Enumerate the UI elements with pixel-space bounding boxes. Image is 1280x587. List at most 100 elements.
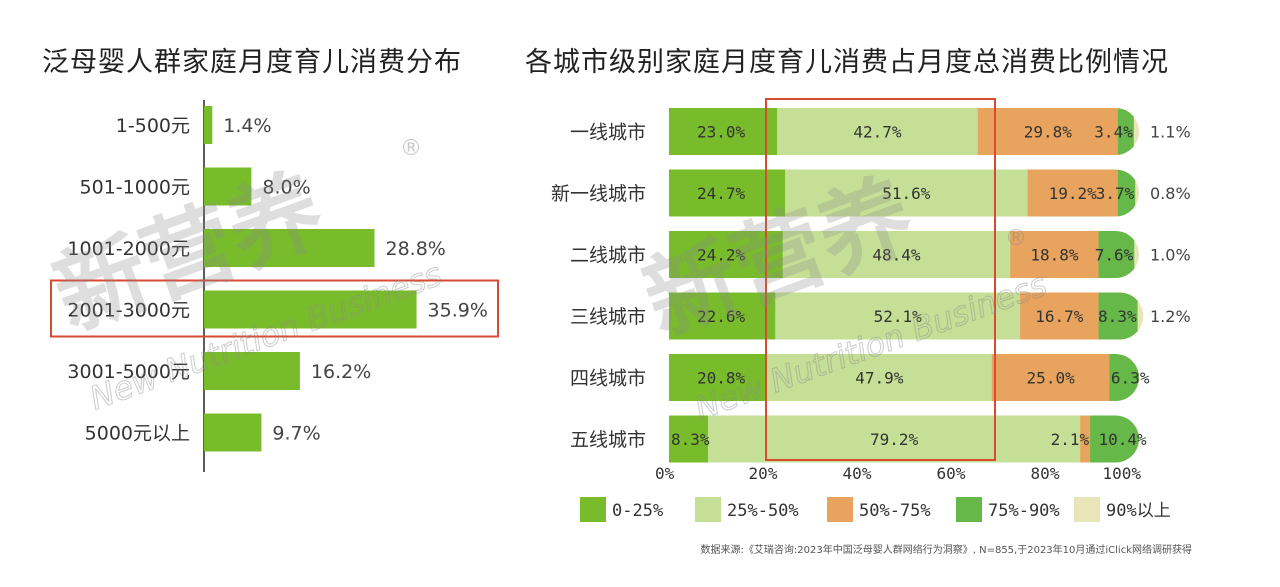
stacked-row — [669, 415, 1139, 463]
legend-label: 90%以上 — [1106, 501, 1171, 521]
segment-value-label: 47.9% — [855, 369, 904, 388]
stacked-segment — [1027, 169, 1119, 217]
legend-item: 90%以上 — [1074, 497, 1171, 522]
legend-swatch — [1074, 497, 1100, 522]
source-note: 数据来源:《艾瑞咨询:2023年中国泛母婴人群网络行为洞察》, N=855,于2… — [701, 543, 1192, 556]
stacked-segment — [1137, 292, 1144, 340]
x-tick-label: 60% — [937, 464, 966, 483]
stacked-segment — [669, 292, 776, 340]
stacked-segment — [1090, 415, 1139, 463]
left-value-label: 9.7% — [272, 423, 320, 445]
stacked-segment — [1080, 415, 1091, 463]
segment-value-label: 16.7% — [1035, 307, 1084, 326]
legend-swatch — [956, 497, 982, 522]
left-bar — [204, 229, 375, 267]
left-category-label: 3001-5000元 — [67, 361, 190, 383]
segment-value-label: 18.8% — [1030, 246, 1079, 265]
stacked-segment — [669, 415, 709, 463]
left-category-label: 2001-3000元 — [67, 300, 190, 322]
left-category-label: 1001-2000元 — [67, 238, 190, 260]
segment-value-label: 1.2% — [1150, 307, 1191, 326]
right-highlight-box — [765, 98, 996, 461]
right-category-label: 四线城市 — [570, 368, 646, 390]
legend-item: 0-25% — [580, 497, 663, 522]
left-highlight-box — [50, 279, 499, 338]
legend-swatch — [695, 497, 721, 522]
left-value-label: 28.8% — [385, 238, 445, 260]
legend-item: 75%-90% — [956, 497, 1060, 522]
stacked-segment — [785, 169, 1028, 217]
segment-value-label: 6.3% — [1111, 369, 1150, 388]
stacked-segment — [669, 354, 768, 401]
left-bar-chart: 1-500元 1.4% 501-1000元 8.0% 1001-2000元 28.8% 20… — [50, 100, 499, 472]
watermark-registered-mark: ® — [1005, 226, 1027, 251]
legend: 0-25% 25%-50% 50%-75% 75%-90% 90%以上 — [580, 497, 1171, 522]
stacked-segment — [1098, 292, 1138, 340]
stacked-segment — [991, 354, 1110, 401]
legend-label: 75%-90% — [988, 501, 1060, 521]
stacked-segment — [1135, 169, 1139, 217]
segment-value-label: 52.1% — [874, 307, 923, 326]
right-category-label: 二线城市 — [570, 245, 646, 267]
segment-value-label: 7.6% — [1095, 246, 1134, 265]
left-value-label: 16.2% — [311, 361, 371, 383]
segment-value-label: 0.8% — [1150, 184, 1191, 203]
x-tick-label: 20% — [749, 464, 778, 483]
segment-value-label: 24.7% — [697, 184, 746, 203]
segment-value-label: 2.1% — [1051, 430, 1090, 449]
stacked-segment — [669, 231, 784, 278]
segment-value-label: 23.0% — [697, 123, 746, 142]
segment-value-label: 1.1% — [1150, 123, 1191, 142]
segment-value-label: 29.8% — [1024, 123, 1073, 142]
left-category-label: 1-500元 — [116, 115, 190, 137]
x-tick-label: 40% — [843, 464, 872, 483]
segment-value-label: 22.6% — [697, 307, 746, 326]
right-category-label: 五线城市 — [570, 429, 646, 451]
right-stacked-chart: 一线城市 23.0% 42.7% 29.8% 3.4% 1.1% 新一线城市 24.7% 51.… — [551, 98, 1191, 483]
stacked-row — [669, 108, 1139, 155]
legend-item: 50%-75% — [827, 497, 931, 522]
stacked-segment — [708, 415, 1081, 463]
left-chart-title: 泛母婴人群家庭月度育儿消费分布 — [42, 47, 462, 78]
segment-value-label: 8.3% — [1098, 307, 1137, 326]
stacked-segment — [777, 108, 979, 155]
stacked-segment — [782, 231, 1011, 278]
left-bar — [204, 106, 213, 144]
left-bar — [204, 290, 417, 329]
segment-value-label: 25.0% — [1027, 369, 1076, 388]
legend-item: 25%-50% — [695, 497, 799, 522]
segment-value-label: 20.8% — [697, 369, 746, 388]
stacked-segment — [977, 108, 1119, 155]
right-category-label: 新一线城市 — [551, 183, 646, 205]
legend-label: 0-25% — [612, 501, 663, 521]
stacked-segment — [1117, 108, 1135, 155]
stacked-segment — [1134, 231, 1139, 278]
watermark-registered-mark: ® — [400, 136, 422, 161]
segment-value-label: 42.7% — [853, 123, 902, 142]
stacked-segment — [1010, 231, 1099, 278]
segment-value-label: 19.2% — [1049, 184, 1098, 203]
segment-value-label: 79.2% — [870, 430, 919, 449]
legend-swatch — [827, 497, 853, 522]
segment-value-label: 3.7% — [1096, 184, 1135, 203]
legend-label: 50%-75% — [859, 501, 931, 521]
x-tick-label: 0% — [655, 464, 675, 483]
right-category-label: 三线城市 — [570, 306, 646, 328]
left-bar — [204, 352, 300, 390]
legend-swatch — [580, 497, 606, 522]
x-tick-label: 100% — [1102, 464, 1141, 483]
right-chart-title: 各城市级别家庭月度育儿消费占月度总消费比例情况 — [525, 47, 1169, 78]
segment-value-label: 24.2% — [697, 246, 746, 265]
left-category-label: 5000元以上 — [85, 423, 190, 445]
segment-value-label: 1.0% — [1150, 246, 1191, 265]
segment-value-label: 3.4% — [1094, 123, 1133, 142]
stacked-segment — [669, 108, 778, 155]
segment-value-label: 8.3% — [671, 430, 710, 449]
segment-value-label: 48.4% — [872, 246, 921, 265]
stacked-segment — [1117, 169, 1136, 217]
left-value-label: 1.4% — [223, 115, 271, 137]
stacked-row — [669, 169, 1139, 217]
left-bar — [204, 413, 262, 452]
stacked-segment — [1133, 108, 1139, 155]
